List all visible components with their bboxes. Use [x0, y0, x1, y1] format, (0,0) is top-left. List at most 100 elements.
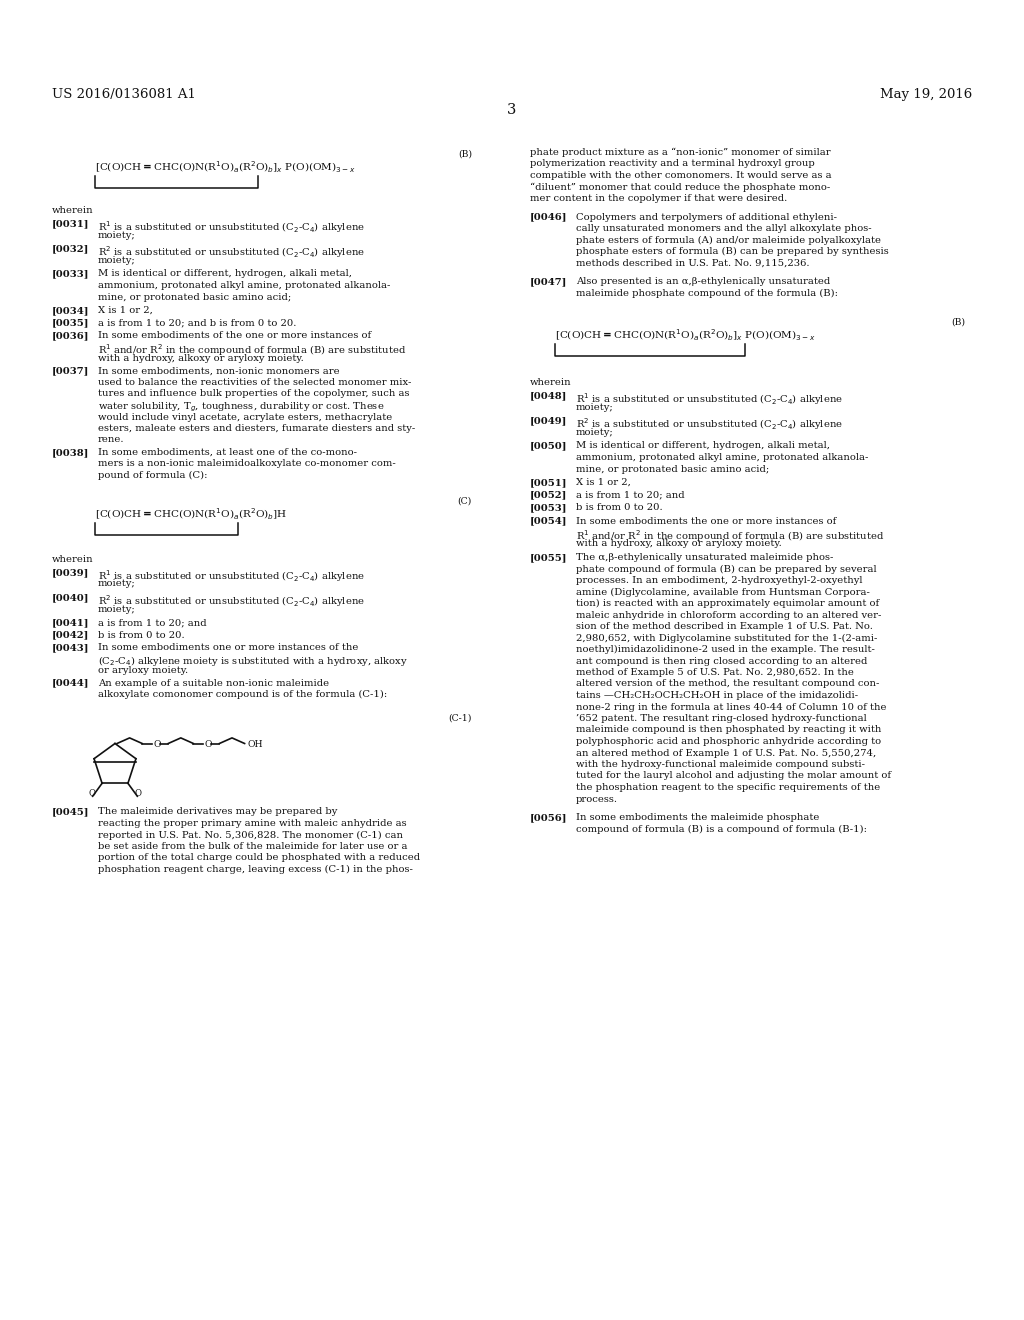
- Text: with the hydroxy-functional maleimide compound substi-: with the hydroxy-functional maleimide co…: [575, 760, 865, 770]
- Text: [0034]: [0034]: [52, 306, 89, 315]
- Text: moiety;: moiety;: [575, 403, 613, 412]
- Text: phosphation reagent charge, leaving excess (C-1) in the phos-: phosphation reagent charge, leaving exce…: [98, 865, 413, 874]
- Text: US 2016/0136081 A1: US 2016/0136081 A1: [52, 88, 196, 102]
- Text: amine (Diglycolamine, available from Huntsman Corpora-: amine (Diglycolamine, available from Hun…: [575, 587, 869, 597]
- Text: [0051]: [0051]: [530, 478, 567, 487]
- Text: methods described in U.S. Pat. No. 9,115,236.: methods described in U.S. Pat. No. 9,115…: [575, 259, 810, 268]
- Text: R$^2$ is a substituted or unsubstituted (C$_2$-C$_4$) alkylene: R$^2$ is a substituted or unsubstituted …: [98, 593, 365, 609]
- Text: a is from 1 to 20; and b is from 0 to 20.: a is from 1 to 20; and b is from 0 to 20…: [98, 318, 296, 327]
- Text: [0031]: [0031]: [52, 219, 89, 228]
- Text: X is 1 or 2,: X is 1 or 2,: [98, 306, 153, 315]
- Text: [0054]: [0054]: [530, 516, 567, 525]
- Text: [0052]: [0052]: [530, 491, 567, 499]
- Text: (B): (B): [458, 150, 472, 158]
- Text: ’652 patent. The resultant ring-closed hydroxy-functional: ’652 patent. The resultant ring-closed h…: [575, 714, 866, 723]
- Text: method of Example 5 of U.S. Pat. No. 2,980,652. In the: method of Example 5 of U.S. Pat. No. 2,9…: [575, 668, 854, 677]
- Text: In some embodiments the maleimide phosphate: In some embodiments the maleimide phosph…: [575, 813, 819, 822]
- Text: compatible with the other comonomers. It would serve as a: compatible with the other comonomers. It…: [530, 172, 831, 180]
- Text: [0042]: [0042]: [52, 631, 89, 639]
- Text: portion of the total charge could be phosphated with a reduced: portion of the total charge could be pho…: [98, 854, 420, 862]
- Text: [0043]: [0043]: [52, 643, 89, 652]
- Text: esters, maleate esters and diesters, fumarate diesters and sty-: esters, maleate esters and diesters, fum…: [98, 424, 416, 433]
- Text: reported in U.S. Pat. No. 5,306,828. The monomer (C-1) can: reported in U.S. Pat. No. 5,306,828. The…: [98, 830, 403, 840]
- Text: [0047]: [0047]: [530, 277, 567, 286]
- Text: [0048]: [0048]: [530, 392, 567, 400]
- Text: R$^1$ is a substituted or unsubstituted (C$_2$-C$_4$) alkylene: R$^1$ is a substituted or unsubstituted …: [98, 219, 365, 235]
- Text: M is identical or different, hydrogen, alkali metal,: M is identical or different, hydrogen, a…: [575, 441, 830, 450]
- Text: mer content in the copolymer if that were desired.: mer content in the copolymer if that wer…: [530, 194, 787, 203]
- Text: R$^1$ and/or R$^2$ in the compound of formula (B) are substituted: R$^1$ and/or R$^2$ in the compound of fo…: [98, 342, 407, 358]
- Text: wherein: wherein: [530, 378, 571, 387]
- Text: compound of formula (B) is a compound of formula (B-1):: compound of formula (B) is a compound of…: [575, 825, 867, 834]
- Text: May 19, 2016: May 19, 2016: [880, 88, 972, 102]
- Text: water solubility, T$_g$, toughness, durability or cost. These: water solubility, T$_g$, toughness, dura…: [98, 401, 385, 414]
- Text: rene.: rene.: [98, 436, 125, 445]
- Text: In some embodiments, non-ionic monomers are: In some embodiments, non-ionic monomers …: [98, 367, 340, 375]
- Text: [0036]: [0036]: [52, 331, 89, 341]
- Text: O: O: [135, 789, 142, 797]
- Text: maleic anhydride in chloroform according to an altered ver-: maleic anhydride in chloroform according…: [575, 610, 882, 619]
- Text: The maleimide derivatives may be prepared by: The maleimide derivatives may be prepare…: [98, 808, 337, 817]
- Text: The α,β-ethylenically unsaturated maleimide phos-: The α,β-ethylenically unsaturated maleim…: [575, 553, 834, 562]
- Text: used to balance the reactivities of the selected monomer mix-: used to balance the reactivities of the …: [98, 378, 412, 387]
- Text: An example of a suitable non-ionic maleimide: An example of a suitable non-ionic malei…: [98, 678, 329, 688]
- Text: phate compound of formula (B) can be prepared by several: phate compound of formula (B) can be pre…: [575, 565, 877, 574]
- Text: tures and influence bulk properties of the copolymer, such as: tures and influence bulk properties of t…: [98, 389, 410, 399]
- Text: R$^2$ is a substituted or unsubstituted (C$_2$-C$_4$) alkylene: R$^2$ is a substituted or unsubstituted …: [575, 417, 843, 433]
- Text: “diluent” monomer that could reduce the phosphate mono-: “diluent” monomer that could reduce the …: [530, 182, 830, 191]
- Text: M is identical or different, hydrogen, alkali metal,: M is identical or different, hydrogen, a…: [98, 269, 352, 279]
- Text: or aryloxy moiety.: or aryloxy moiety.: [98, 667, 188, 675]
- Text: maleimide compound is then phosphated by reacting it with: maleimide compound is then phosphated by…: [575, 726, 882, 734]
- Text: [0055]: [0055]: [530, 553, 567, 562]
- Text: reacting the proper primary amine with maleic anhydride as: reacting the proper primary amine with m…: [98, 818, 407, 828]
- Text: polyphosphoric acid and phosphoric anhydride according to: polyphosphoric acid and phosphoric anhyd…: [575, 737, 881, 746]
- Text: phate esters of formula (A) and/or maleimide polyalkoxylate: phate esters of formula (A) and/or malei…: [575, 235, 881, 244]
- Text: none-2 ring in the formula at lines 40-44 of Column 10 of the: none-2 ring in the formula at lines 40-4…: [575, 702, 887, 711]
- Text: (C): (C): [458, 496, 472, 506]
- Text: with a hydroxy, alkoxy or aryloxy moiety.: with a hydroxy, alkoxy or aryloxy moiety…: [575, 540, 781, 549]
- Text: altered version of the method, the resultant compound con-: altered version of the method, the resul…: [575, 680, 880, 689]
- Text: a is from 1 to 20; and: a is from 1 to 20; and: [98, 618, 207, 627]
- Text: In some embodiments, at least one of the co-mono-: In some embodiments, at least one of the…: [98, 447, 357, 457]
- Text: alkoxylate comonomer compound is of the formula (C-1):: alkoxylate comonomer compound is of the …: [98, 690, 387, 700]
- Text: In some embodiments of the one or more instances of: In some embodiments of the one or more i…: [98, 331, 372, 341]
- Text: [0032]: [0032]: [52, 244, 89, 253]
- Text: mers is a non-ionic maleimidoalkoxylate co-monomer com-: mers is a non-ionic maleimidoalkoxylate …: [98, 459, 395, 469]
- Text: phosphate esters of formula (B) can be prepared by synthesis: phosphate esters of formula (B) can be p…: [575, 247, 889, 256]
- Text: R$^1$ and/or R$^2$ in the compound of formula (B) are substituted: R$^1$ and/or R$^2$ in the compound of fo…: [575, 528, 885, 544]
- Text: process.: process.: [575, 795, 618, 804]
- Text: (C$_2$-C$_4$) alkylene moiety is substituted with a hydroxy, alkoxy: (C$_2$-C$_4$) alkylene moiety is substit…: [98, 655, 409, 668]
- Text: would include vinyl acetate, acrylate esters, methacrylate: would include vinyl acetate, acrylate es…: [98, 412, 392, 421]
- Text: [0046]: [0046]: [530, 213, 567, 222]
- Text: mine, or protonated basic amino acid;: mine, or protonated basic amino acid;: [575, 465, 769, 474]
- Text: R$^1$ is a substituted or unsubstituted (C$_2$-C$_4$) alkylene: R$^1$ is a substituted or unsubstituted …: [575, 392, 843, 408]
- Text: ammonium, protonated alkyl amine, protonated alkanola-: ammonium, protonated alkyl amine, proton…: [98, 281, 390, 290]
- Text: [0056]: [0056]: [530, 813, 567, 822]
- Text: cally unsaturated monomers and the allyl alkoxylate phos-: cally unsaturated monomers and the allyl…: [575, 224, 871, 234]
- Text: wherein: wherein: [52, 206, 93, 215]
- Text: 3: 3: [507, 103, 517, 117]
- Text: [C(O)CH$\mathbf{=}$CHC(O)N(R$^1$O)$_a$(R$^2$O)$_b$]$_x$ P(O)(OM)$_{3-x}$: [C(O)CH$\mathbf{=}$CHC(O)N(R$^1$O)$_a$(R…: [95, 160, 355, 176]
- Text: b is from 0 to 20.: b is from 0 to 20.: [98, 631, 184, 639]
- Text: Also presented is an α,β-ethylenically unsaturated: Also presented is an α,β-ethylenically u…: [575, 277, 830, 286]
- Text: [0049]: [0049]: [530, 417, 567, 425]
- Text: [0045]: [0045]: [52, 808, 89, 817]
- Text: ant compound is then ring closed according to an altered: ant compound is then ring closed accordi…: [575, 656, 867, 665]
- Text: O: O: [205, 741, 212, 748]
- Text: [0033]: [0033]: [52, 269, 89, 279]
- Text: [0041]: [0041]: [52, 618, 89, 627]
- Text: R$^1$ is a substituted or unsubstituted (C$_2$-C$_4$) alkylene: R$^1$ is a substituted or unsubstituted …: [98, 568, 365, 583]
- Text: a is from 1 to 20; and: a is from 1 to 20; and: [575, 491, 685, 499]
- Text: X is 1 or 2,: X is 1 or 2,: [575, 478, 631, 487]
- Text: (C-1): (C-1): [449, 714, 472, 722]
- Text: be set aside from the bulk of the maleimide for later use or a: be set aside from the bulk of the maleim…: [98, 842, 408, 851]
- Text: [0050]: [0050]: [530, 441, 567, 450]
- Text: moiety;: moiety;: [98, 605, 136, 614]
- Text: with a hydroxy, alkoxy or aryloxy moiety.: with a hydroxy, alkoxy or aryloxy moiety…: [98, 354, 304, 363]
- Text: processes. In an embodiment, 2-hydroxyethyl-2-oxyethyl: processes. In an embodiment, 2-hydroxyet…: [575, 576, 862, 585]
- Text: noethyl)imidazolidinone-2 used in the example. The result-: noethyl)imidazolidinone-2 used in the ex…: [575, 645, 874, 655]
- Text: moiety;: moiety;: [98, 579, 136, 589]
- Text: [0044]: [0044]: [52, 678, 89, 688]
- Text: [0037]: [0037]: [52, 367, 89, 375]
- Text: pound of formula (C):: pound of formula (C):: [98, 471, 208, 480]
